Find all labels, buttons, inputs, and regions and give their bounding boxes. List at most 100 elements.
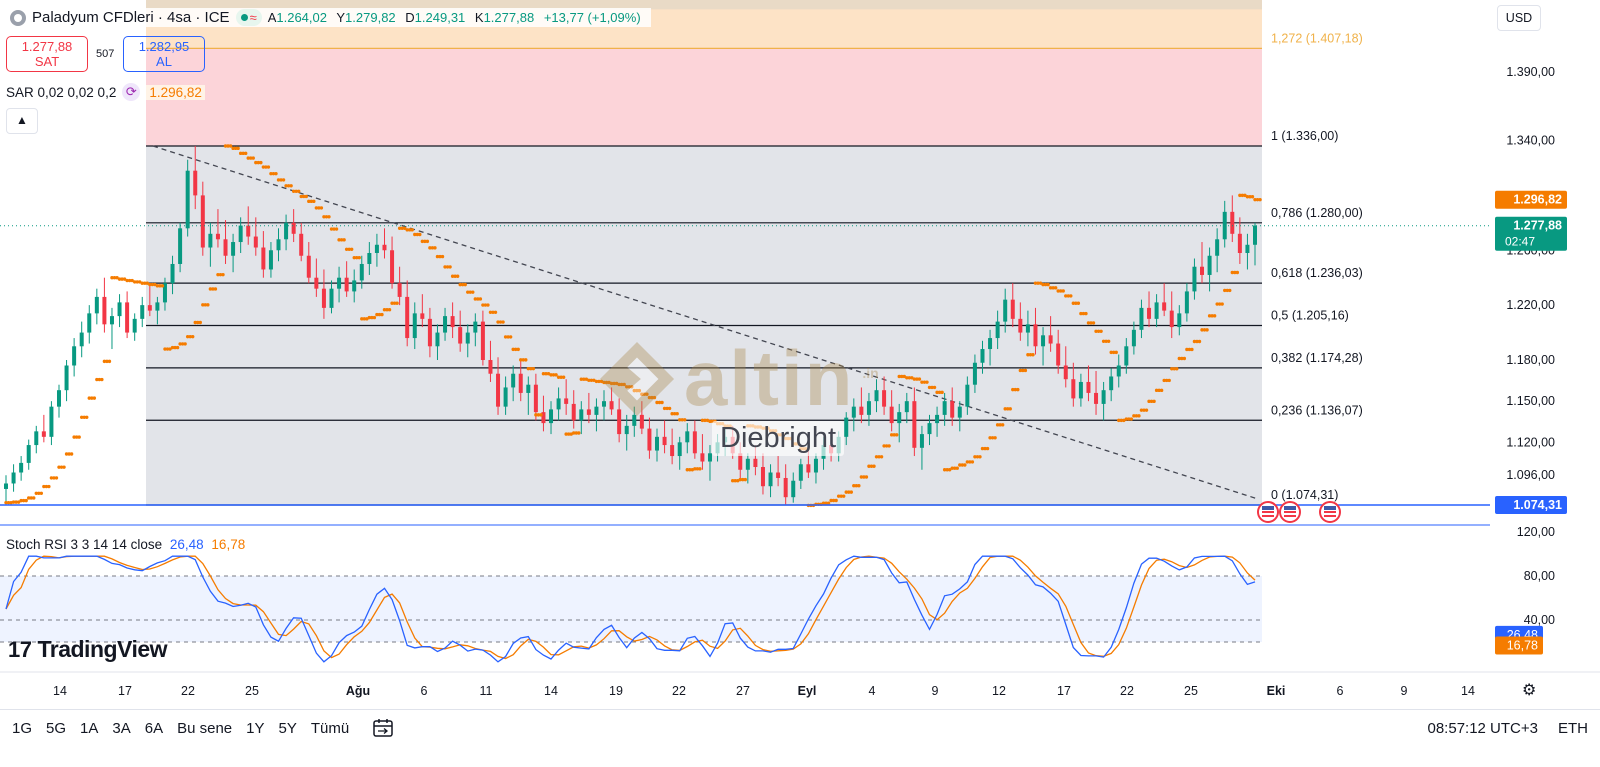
range-button[interactable]: 3A (112, 720, 131, 737)
sar-dot (650, 395, 654, 400)
sar-dot (995, 423, 1000, 427)
range-button[interactable]: 5Y (278, 720, 297, 737)
session-selector[interactable]: ETH (1558, 720, 1588, 737)
sar-dot (496, 320, 500, 324)
sar-dot (847, 490, 851, 494)
sar-dot (1023, 368, 1028, 373)
sar-dot (370, 315, 374, 320)
sell-button[interactable]: 1.277,88 SAT (6, 36, 88, 72)
candle-body (412, 313, 417, 339)
sar-legend[interactable]: SAR 0,02 0,02 0,2 ⟳ 1.296,82 (6, 83, 205, 101)
sar-dot (1076, 301, 1081, 305)
sar-dot (188, 334, 192, 339)
countdown-label: 02:47 (1505, 235, 1535, 249)
sar-dot (9, 500, 13, 505)
range-button[interactable]: 6A (144, 720, 164, 737)
sar-dot (307, 199, 311, 204)
sar-dot (269, 171, 273, 176)
candle-body (367, 253, 372, 264)
sar-dot (488, 310, 493, 315)
range-button[interactable]: 5G (46, 720, 67, 737)
sar-dot (428, 246, 432, 250)
sar-dot (493, 310, 498, 315)
calendar-goto-icon[interactable] (372, 718, 394, 738)
candle-body (4, 483, 8, 489)
sar-dot (1091, 321, 1096, 325)
sar-dot (178, 342, 182, 346)
range-button[interactable]: 1A (80, 720, 99, 737)
sar-dot (1046, 282, 1050, 287)
sar-dot (922, 380, 927, 384)
range-button[interactable]: Tümü (310, 720, 350, 737)
candle-body (541, 412, 546, 424)
sar-dot (1111, 350, 1116, 355)
sar-dot (1152, 399, 1156, 404)
stoch-k-value: 26,48 (169, 537, 204, 552)
sar-dot (1011, 387, 1015, 392)
sar-dot (912, 377, 917, 381)
sar-dot (319, 206, 324, 210)
sar-dot (196, 320, 200, 325)
sar-dot (622, 382, 626, 387)
sar-dot (216, 272, 220, 277)
sar-dot (950, 466, 954, 470)
tradingview-logo[interactable]: 17 TradingView (8, 636, 168, 663)
candle-body (1078, 381, 1083, 399)
sar-dot (1235, 270, 1240, 275)
sar-dot (402, 226, 407, 231)
range-button[interactable]: Bu sene (177, 720, 233, 737)
candle-body (692, 431, 697, 454)
collapse-legend-button[interactable]: ▲ (6, 108, 38, 134)
symbol-icon[interactable] (10, 9, 26, 26)
market-status[interactable]: ≈ (235, 9, 262, 26)
stoch-rsi-legend[interactable]: Stoch RSI 3 3 14 14 close 26,48 16,78 (6, 537, 245, 552)
candle-body (738, 453, 743, 470)
range-button[interactable]: 1Y (246, 720, 265, 737)
sar-dot (1043, 282, 1048, 287)
range-button[interactable]: 1G (12, 720, 33, 737)
sar-dot (274, 171, 278, 176)
sar-dot (443, 265, 447, 269)
us-flag-stripe (1284, 511, 1296, 513)
candle-body (1071, 379, 1076, 399)
sar-dot (445, 265, 450, 269)
sar-dot (645, 392, 649, 396)
sar-dot (170, 345, 175, 350)
settings-gear-icon[interactable]: ⚙ (1522, 682, 1537, 699)
sar-dot (344, 247, 349, 252)
currency-selector[interactable]: USD (1497, 5, 1541, 31)
sar-dot (1086, 321, 1091, 325)
sar-dot (276, 178, 281, 182)
sar-dot (587, 378, 591, 383)
price-chart[interactable]: 1,414 (1.444,34)1,272 (1.407,18)1 (1.336… (0, 0, 1600, 709)
refresh-icon[interactable]: ⟳ (122, 83, 141, 101)
sar-dot (135, 280, 139, 284)
candle-body (579, 409, 584, 421)
sar-dot (579, 377, 583, 381)
time-tick-label: 19 (609, 684, 623, 698)
sar-dot (112, 275, 117, 280)
sar-dot (69, 452, 74, 456)
sar-dot (405, 228, 409, 232)
sar-dot (915, 377, 919, 381)
sar-dot (1190, 347, 1194, 352)
candle-body (564, 398, 569, 404)
candle-body (965, 384, 970, 407)
buy-button[interactable]: 1.282,95 AL (123, 36, 205, 72)
sar-dot (940, 390, 944, 395)
sar-dot (163, 347, 167, 351)
sar-dot (965, 460, 970, 464)
sar-dot (271, 171, 276, 176)
symbol-title[interactable]: Paladyum CFDleri · 4sa · ICE (32, 9, 230, 26)
sar-dot (213, 287, 218, 291)
candle-body (874, 390, 879, 402)
sar-dot (1202, 328, 1207, 332)
candle-body (109, 316, 114, 325)
candle-body (374, 244, 379, 254)
sar-dot (100, 377, 104, 382)
clock-display[interactable]: 08:57:12 UTC+3 (1427, 720, 1539, 737)
sar-dot (226, 144, 230, 148)
candle-body (889, 406, 894, 424)
sar-dot (1137, 414, 1141, 418)
sar-dot (1064, 294, 1068, 298)
